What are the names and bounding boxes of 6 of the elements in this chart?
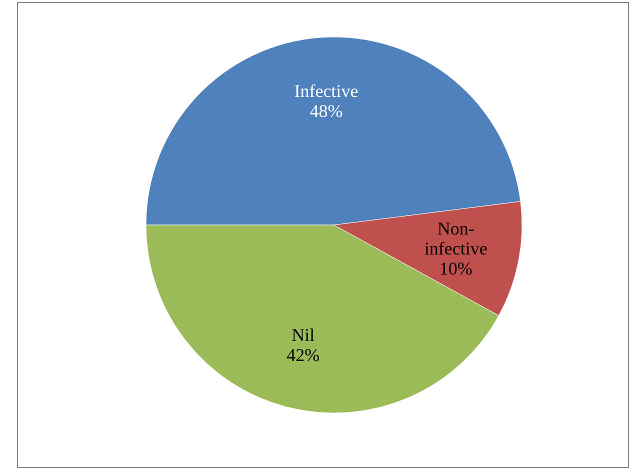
slice-label: Infective	[294, 81, 358, 102]
slice-label: Nil	[292, 325, 315, 346]
data-label: 42%	[286, 345, 320, 366]
slice-label: Non-infective	[424, 218, 488, 258]
data-label: 48%	[310, 101, 343, 122]
data-label: 10%	[439, 258, 472, 278]
